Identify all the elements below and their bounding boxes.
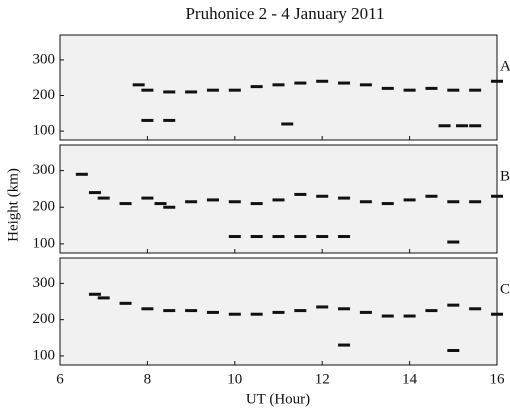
echo-mark [294,81,307,85]
echo-mark [163,309,176,313]
echo-mark [141,196,154,200]
echo-mark [338,235,351,239]
echo-mark [141,118,154,122]
echo-mark [272,235,285,239]
echo-mark [163,90,176,94]
echo-mark [250,85,263,89]
panel-background [60,35,497,140]
echo-mark [425,309,438,313]
echo-mark [447,200,460,204]
echo-mark [163,205,176,209]
echo-mark [75,172,88,176]
echo-mark [185,90,198,94]
panel-label: C [500,281,510,297]
echo-mark [294,192,307,196]
echo-mark [206,310,219,314]
panel-frame [59,34,498,141]
x-axis-label: UT (Hour) [246,391,310,407]
y-tick-label: 200 [33,311,56,327]
echo-mark [447,348,460,352]
echo-mark [119,301,132,305]
echo-mark [447,240,460,244]
echo-mark [359,200,372,204]
echo-mark [250,235,263,239]
x-tick-label: 10 [227,371,242,387]
echo-mark [469,88,482,92]
echo-mark [272,310,285,314]
echo-mark [141,307,154,311]
echo-mark [132,83,145,87]
echo-mark [281,122,294,126]
echo-mark [438,124,451,128]
echo-mark [425,86,438,90]
y-axis-label: Height (km) [5,168,21,242]
echo-mark [97,196,110,200]
echo-mark [469,124,482,128]
y-tick-label: 200 [33,199,56,215]
echo-mark [359,310,372,314]
echo-mark [316,79,329,83]
panel-frame [59,257,498,366]
echo-mark [88,292,101,296]
echo-mark [228,235,241,239]
x-tick-label: 12 [315,371,330,387]
x-tick-label: 6 [56,371,64,387]
echo-mark [316,235,329,239]
x-tick-label: 14 [402,371,418,387]
echo-mark [338,343,351,347]
panel-label: B [500,168,510,184]
echo-mark [338,81,351,85]
echo-mark [97,296,110,300]
y-tick-label: 300 [33,162,56,178]
y-tick-label: 100 [33,235,56,251]
y-tick-label: 100 [33,347,56,363]
echo-mark [141,88,154,92]
echo-mark [403,88,416,92]
echo-mark [154,202,167,206]
echo-mark [228,88,241,92]
echo-mark [228,200,241,204]
echo-mark [381,314,394,318]
chart-title: Pruhonice 2 - 4 January 2011 [185,4,384,23]
echo-mark [272,83,285,87]
y-tick-label: 300 [33,51,56,67]
echo-mark [88,191,101,195]
echo-mark [447,88,460,92]
echo-mark [316,305,329,309]
echo-mark [469,307,482,311]
echo-mark [381,86,394,90]
echo-mark [338,196,351,200]
panel-label: A [500,58,510,74]
echo-mark [163,118,176,122]
panel-frame [59,144,498,254]
y-tick-label: 100 [33,123,56,139]
echo-mark [338,307,351,311]
echo-mark [185,200,198,204]
echo-mark [250,312,263,316]
echo-mark [403,198,416,202]
echo-mark [294,309,307,313]
y-tick-label: 200 [33,87,56,103]
echo-mark [447,303,460,307]
echo-mark [469,200,482,204]
x-tick-label: 8 [144,371,152,387]
echo-mark [316,194,329,198]
echo-mark [119,202,132,206]
x-tick-label: 16 [490,371,506,387]
echo-mark [403,314,416,318]
echo-mark [250,202,263,206]
echo-mark [206,198,219,202]
echo-mark [228,312,241,316]
echo-mark [359,83,372,87]
y-tick-label: 300 [33,275,56,291]
echo-mark [272,198,285,202]
echo-mark [206,88,219,92]
echo-mark [381,202,394,206]
echo-mark [456,124,469,128]
echo-mark [425,194,438,198]
echo-mark [185,309,198,313]
echo-mark [294,235,307,239]
